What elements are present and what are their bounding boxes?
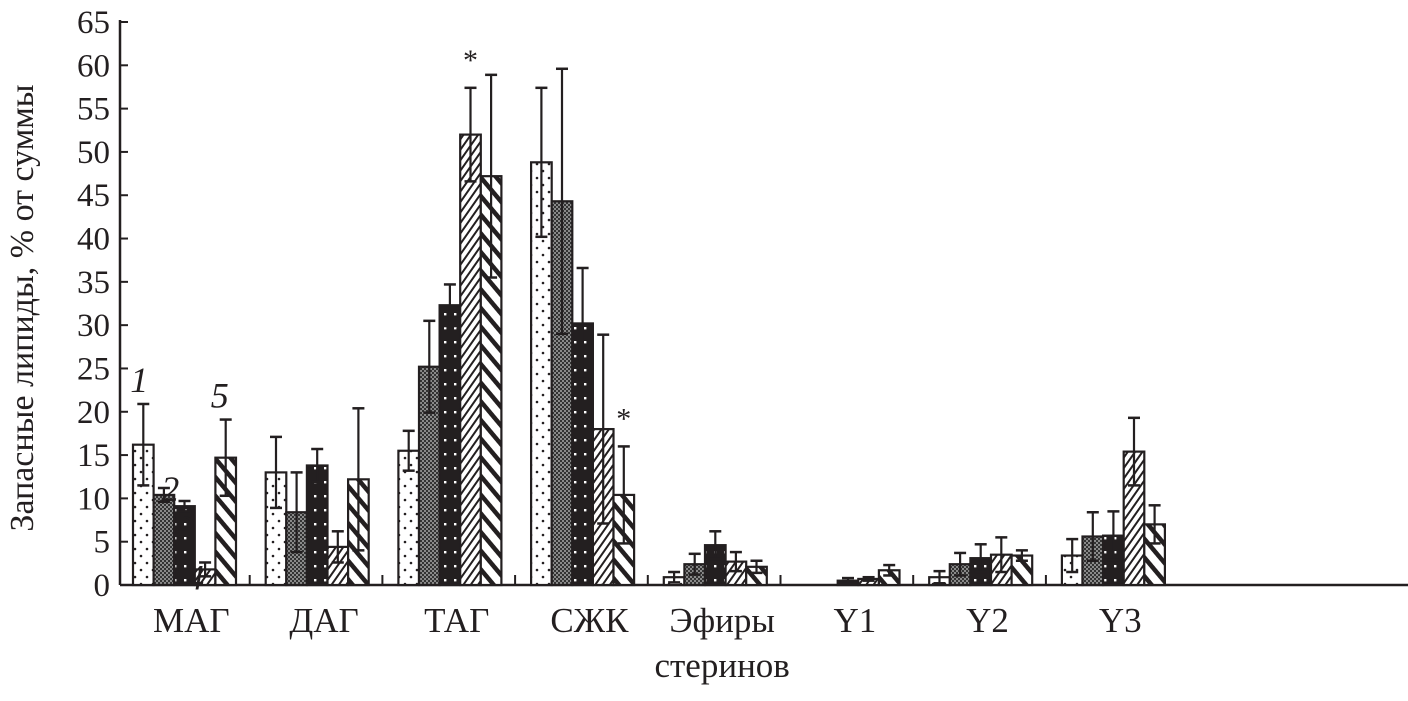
y-tick-label: 5 xyxy=(94,525,111,561)
series-label: 1 xyxy=(130,360,148,400)
bar xyxy=(459,133,482,587)
y-tick-label: 60 xyxy=(77,48,110,84)
series-label: 4 xyxy=(186,557,204,597)
bar xyxy=(438,304,462,587)
x-tick-label: МАГ xyxy=(153,601,230,640)
y-tick-label: 10 xyxy=(77,481,110,517)
x-tick-label: ДАГ xyxy=(289,601,358,640)
y-tick-label: 0 xyxy=(94,568,111,604)
x-tick-label: ТАГ xyxy=(424,601,489,640)
significance-marker: * xyxy=(463,44,478,77)
series-label: 3 xyxy=(177,498,196,538)
series-label: 2 xyxy=(161,469,179,509)
x-tick-label: Y3 xyxy=(1099,601,1142,640)
significance-marker: * xyxy=(616,402,631,435)
x-tick-label: Y1 xyxy=(833,601,876,640)
y-tick-label: 15 xyxy=(77,438,110,474)
y-tick-label: 30 xyxy=(77,308,110,344)
y-tick-label: 55 xyxy=(77,92,110,128)
y-tick-label: 20 xyxy=(77,395,110,431)
x-tick-label: Эфиры xyxy=(669,601,775,640)
y-tick-label: 25 xyxy=(77,351,110,387)
y-axis-label: Запасные липиды, % от суммы xyxy=(4,84,41,531)
y-tick-label: 45 xyxy=(77,178,110,214)
y-tick-label: 35 xyxy=(77,265,110,301)
y-tick-label: 65 xyxy=(77,5,110,41)
y-tick-label: 50 xyxy=(77,135,110,171)
x-tick-label: Y2 xyxy=(966,601,1009,640)
x-tick-label: стеринов xyxy=(654,646,789,685)
bar xyxy=(305,464,329,587)
series-label: 5 xyxy=(211,376,229,416)
x-tick-label: СЖК xyxy=(550,601,629,640)
y-tick-label: 40 xyxy=(77,222,110,258)
